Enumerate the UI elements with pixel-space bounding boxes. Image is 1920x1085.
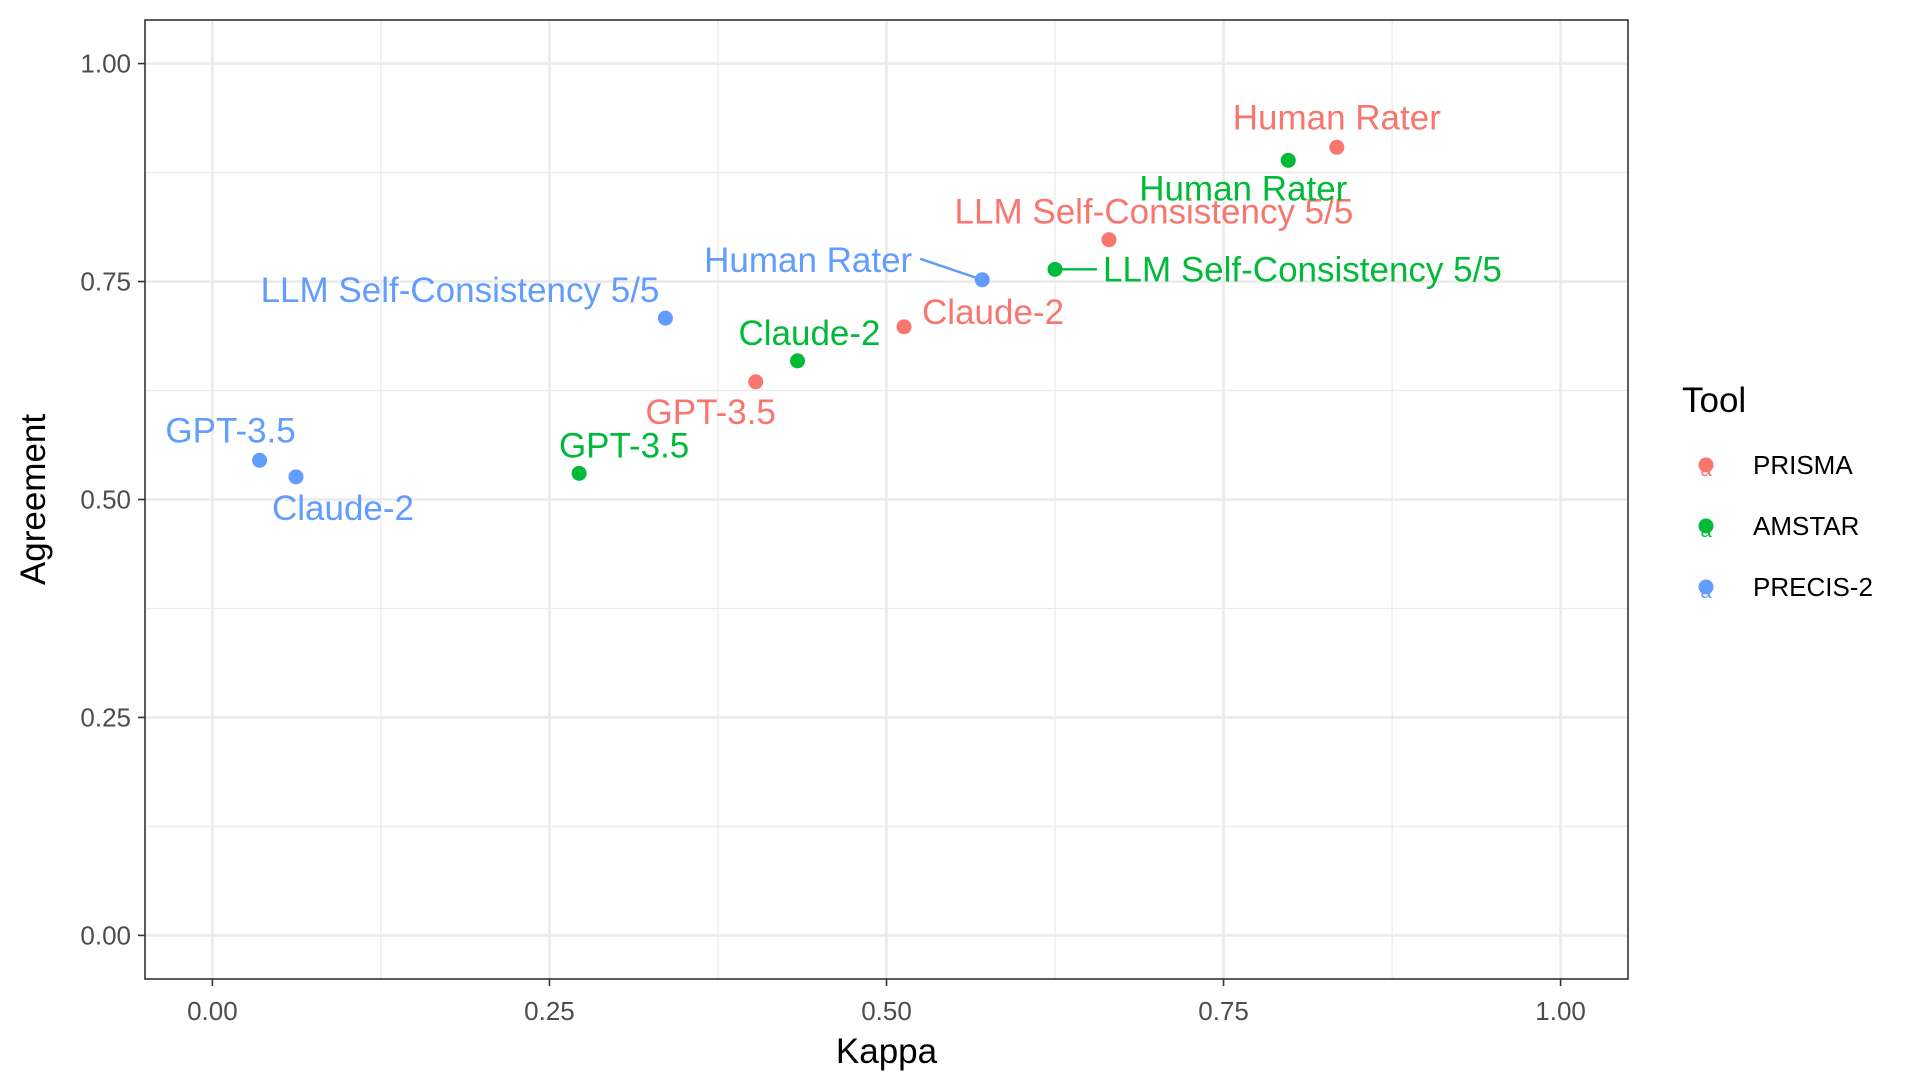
data-point — [1280, 152, 1296, 168]
legend-key-marker — [1698, 457, 1714, 473]
label-leader-line — [919, 257, 983, 281]
legend-key-marker — [1698, 579, 1714, 595]
legend-title: Tool — [1682, 381, 1746, 420]
x-tick-label: 1.00 — [1535, 996, 1586, 1026]
point-label: GPT-3.5 — [646, 393, 776, 432]
y-tick-label: 1.00 — [80, 49, 131, 79]
point-label: Claude-2 — [738, 314, 880, 353]
legend-item-label: AMSTAR — [1753, 511, 1859, 541]
point-label: Human Rater — [1233, 98, 1441, 137]
point-label: Human Rater — [1139, 169, 1347, 208]
data-point — [896, 319, 912, 335]
data-point — [1329, 139, 1345, 155]
legend-key-glyph: a — [1700, 581, 1712, 603]
point-label: GPT-3.5 — [559, 426, 689, 465]
data-point — [748, 374, 764, 390]
axes: 0.00 0.25 0.50 0.75 1.00 0.00 0.25 0.50 0.75 1.00… — [14, 19, 1629, 1071]
y-tick-label: 0.25 — [80, 702, 131, 732]
point-label: LLM Self-Consistency 5/5 — [261, 271, 660, 310]
y-tick-label: 0.75 — [80, 267, 131, 297]
y-tick-label: 0.50 — [80, 485, 131, 515]
legend: Tool a PRISMA a AMSTAR a PRECIS-2 — [1682, 381, 1873, 603]
legend-item-label: PRECIS-2 — [1753, 572, 1873, 602]
legend-key-glyph: a — [1700, 520, 1712, 542]
x-tick-label: 0.50 — [861, 996, 912, 1026]
point-label: LLM Self-Consistency 5/5 — [1103, 250, 1502, 289]
data-point — [657, 310, 673, 326]
data-point — [1101, 232, 1117, 248]
data-point — [571, 465, 587, 481]
y-axis-title: Agreement — [14, 414, 53, 585]
data-point — [252, 452, 268, 468]
point-label: Claude-2 — [922, 293, 1064, 332]
point-label: Claude-2 — [272, 489, 414, 528]
data-point — [790, 353, 806, 369]
x-axis-title: Kappa — [836, 1032, 938, 1071]
point-label: GPT-3.5 — [165, 411, 295, 450]
legend-key-glyph: a — [1700, 459, 1712, 481]
point-label: LLM Self-Consistency 5/5 — [955, 193, 1354, 232]
x-tick-label: 0.00 — [187, 996, 238, 1026]
x-tick-label: 0.75 — [1198, 996, 1249, 1026]
x-tick-label: 0.25 — [524, 996, 575, 1026]
legend-item-label: PRISMA — [1753, 450, 1853, 480]
y-tick-label: 0.00 — [80, 920, 131, 950]
point-label: Human Rater — [704, 241, 912, 280]
data-point — [288, 469, 304, 485]
legend-key-marker — [1698, 518, 1714, 534]
grid — [145, 20, 1628, 979]
